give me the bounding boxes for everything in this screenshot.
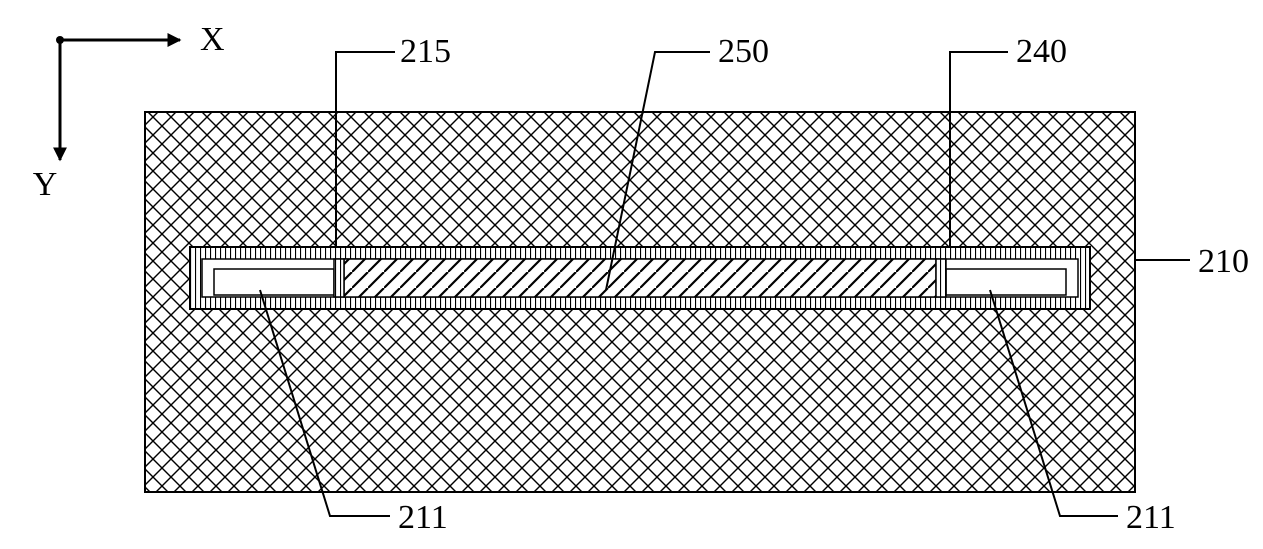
axis-y-label: Y [33,166,58,203]
separator-215-right [936,259,946,297]
separator-215-left [334,259,344,297]
label-250: 250 [718,33,769,70]
fill-250 [344,259,936,297]
void-211-left [214,269,334,295]
label-210: 210 [1198,243,1249,280]
label-240: 240 [1016,33,1067,70]
axis-x-label: X [200,21,225,58]
axis-origin [56,36,64,44]
label-211L: 211 [398,499,448,536]
label-211R: 211 [1126,499,1176,536]
label-215: 215 [400,33,451,70]
void-211-right [946,269,1066,295]
